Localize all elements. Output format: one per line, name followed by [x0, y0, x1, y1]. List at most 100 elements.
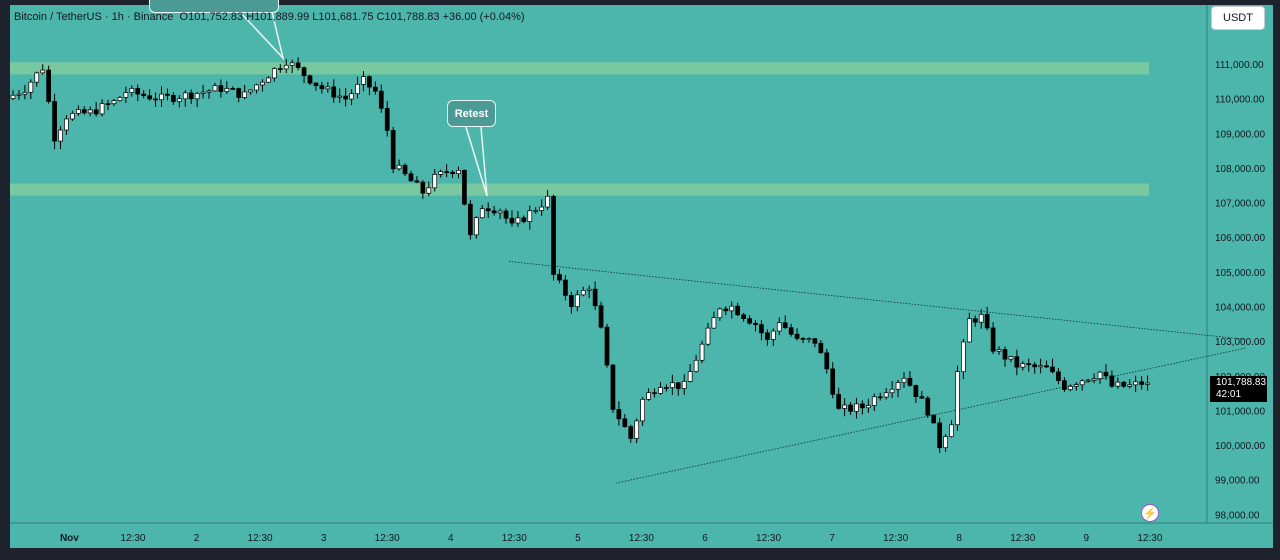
candle — [337, 88, 343, 103]
candle — [1079, 379, 1085, 391]
candle-body — [723, 308, 729, 312]
candle — [533, 207, 539, 214]
candle-body — [1139, 381, 1144, 385]
candle — [123, 86, 129, 104]
candle-body — [925, 397, 931, 416]
candle — [943, 433, 948, 452]
candle-body — [735, 305, 741, 316]
candle — [723, 306, 729, 316]
candle-body — [765, 332, 770, 340]
candle — [456, 166, 461, 179]
candle-body — [717, 308, 723, 319]
candle-body — [604, 326, 610, 366]
candle — [99, 99, 105, 117]
candle-body — [699, 343, 705, 361]
candle — [1044, 360, 1049, 369]
symbol-header: Bitcoin / TetherUS · 1h · Binance O101,7… — [14, 11, 525, 23]
candle — [527, 205, 533, 230]
candle-body — [515, 217, 521, 224]
candle-body — [337, 95, 343, 98]
close-label: C — [376, 11, 385, 23]
candle — [1056, 367, 1061, 385]
candle — [687, 363, 693, 383]
candle — [592, 281, 598, 310]
y-tick-label: 100,000.00 — [1215, 441, 1265, 452]
candle — [135, 84, 141, 102]
candle-body — [741, 314, 746, 319]
candle-body — [860, 403, 865, 409]
candle — [396, 159, 402, 171]
candle-body — [883, 392, 889, 398]
candle — [10, 90, 16, 101]
x-tick-label: 12:30 — [1137, 533, 1162, 544]
candle — [171, 92, 176, 105]
candle — [907, 371, 913, 387]
currency-button[interactable]: USDT — [1211, 6, 1265, 30]
candle-body — [1097, 371, 1103, 379]
candle — [266, 75, 271, 83]
candle — [1073, 381, 1079, 391]
candle-body — [574, 294, 580, 308]
candle — [81, 106, 87, 115]
candle — [782, 315, 788, 330]
candle — [854, 397, 859, 419]
candle-body — [456, 169, 461, 175]
candle — [741, 312, 746, 322]
lightning-bolt-icon[interactable]: ⚡ — [1141, 504, 1159, 522]
candle-body — [438, 171, 444, 175]
candle — [402, 163, 408, 177]
candle-body — [1038, 365, 1043, 368]
candle-body — [592, 288, 598, 307]
candle-body — [1062, 380, 1067, 390]
candle-body — [972, 318, 978, 323]
candle-body — [551, 195, 556, 275]
candle — [218, 79, 224, 98]
candle — [616, 401, 622, 426]
candle-body — [961, 341, 966, 373]
candle — [367, 75, 372, 96]
candle-body — [1133, 381, 1139, 386]
candle-body — [218, 85, 224, 92]
candle — [361, 71, 366, 92]
y-tick-label: 103,000.00 — [1215, 337, 1265, 348]
candle — [16, 90, 22, 100]
candle-body — [729, 305, 735, 312]
candle — [919, 390, 925, 399]
candle — [836, 387, 842, 410]
candle — [681, 374, 687, 395]
candle-body — [171, 95, 176, 102]
y-tick-label: 104,000.00 — [1215, 302, 1265, 313]
x-tick-label: 4 — [448, 533, 454, 544]
candle — [277, 64, 283, 73]
candle-body — [153, 98, 158, 101]
candle-body — [497, 210, 503, 214]
candle — [1109, 370, 1115, 388]
candle-body — [361, 76, 366, 85]
candle — [770, 328, 776, 347]
candle-body — [176, 98, 182, 102]
candle — [598, 301, 604, 329]
candle-body — [907, 377, 913, 386]
candle-body — [307, 75, 313, 84]
candle-body — [996, 349, 1002, 352]
retest-callout[interactable]: Retest — [447, 100, 496, 127]
candle-body — [1127, 384, 1133, 387]
x-tick-label: 12:30 — [629, 533, 654, 544]
candle-body — [794, 333, 800, 339]
candle-body — [871, 396, 877, 406]
candle-body — [818, 342, 824, 354]
y-tick-label: 98,000.00 — [1215, 510, 1260, 521]
candle — [1145, 375, 1150, 391]
candle — [794, 328, 800, 341]
candle-body — [990, 327, 996, 352]
candle — [165, 88, 170, 101]
candle — [557, 269, 562, 284]
candle-body — [206, 90, 212, 93]
candle — [93, 102, 99, 117]
candle-body — [503, 210, 509, 219]
symbol-info[interactable]: Bitcoin / TetherUS · 1h · Binance — [14, 11, 174, 23]
candle-body — [408, 173, 414, 182]
candle — [503, 208, 509, 224]
x-tick-label: 8 — [956, 533, 962, 544]
